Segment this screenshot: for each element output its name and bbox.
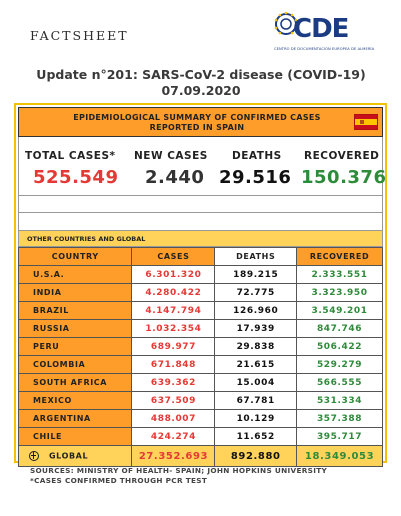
global-label: GLOBAL (49, 451, 89, 461)
spain-flag-icon (354, 114, 378, 130)
cases-cell: 488.007 (131, 409, 216, 428)
col-header-country: COUNTRY (17, 247, 133, 266)
country-cell: PERU (17, 337, 133, 356)
total-cases-value: 525.549 (33, 167, 119, 188)
deaths-cell: 17.939 (214, 319, 298, 338)
global-cell: GLOBAL (17, 445, 133, 467)
col-header-cases: CASES (131, 247, 216, 266)
separator-row (18, 212, 383, 231)
country-cell: RUSSIA (17, 319, 133, 338)
recovered-cell: 506.422 (296, 337, 383, 356)
deaths-value: 29.516 (219, 167, 292, 188)
deaths-cell: 29.838 (214, 337, 298, 356)
deaths-cell: 126.960 (214, 301, 298, 320)
col-header-recovered: RECOVERED (296, 247, 383, 266)
other-countries-title: OTHER COUNTRIES AND GLOBAL (27, 235, 146, 243)
total-cases-label: TOTAL CASES* (25, 150, 116, 162)
other-countries-header: OTHER COUNTRIES AND GLOBAL (18, 230, 383, 247)
cases-cell: 4.280.422 (131, 283, 216, 302)
country-cell: COLOMBIA (17, 355, 133, 374)
cases-cell: 639.362 (131, 373, 216, 392)
table-row: ARGENTINA 488.007 10.129 357.388 (17, 409, 383, 428)
globe-icon (29, 451, 39, 461)
cases-cell: 4.147.794 (131, 301, 216, 320)
cases-cell: 689.977 (131, 337, 216, 356)
recovered-cell: 3.323.950 (296, 283, 383, 302)
spain-summary-header: EPIDEMIOLOGICAL SUMMARY OF CONFIRMED CAS… (18, 107, 383, 137)
cases-cell: 6.301.320 (131, 265, 216, 284)
deaths-cell: 10.129 (214, 409, 298, 428)
page-title: Update n°201: SARS-CoV-2 disease (COVID-… (36, 67, 366, 98)
pcr-note: *CASES CONFIRMED THROUGH PCR TEST (30, 476, 208, 485)
table-row: RUSSIA 1.032.354 17.939 847.746 (17, 319, 383, 338)
cases-cell: 671.848 (131, 355, 216, 374)
country-cell: MEXICO (17, 391, 133, 410)
country-cell: CHILE (17, 427, 133, 446)
table-row: COLOMBIA 671.848 21.615 529.279 (17, 355, 383, 374)
recovered-cell: 531.334 (296, 391, 383, 410)
deaths-cell: 15.004 (214, 373, 298, 392)
new-cases-value: 2.440 (145, 167, 205, 188)
sources-footer: SOURCES: MINISTRY OF HEALTH- SPAIN; JOHN… (30, 466, 327, 486)
global-recovered-cell: 18.349.053 (296, 445, 383, 467)
logo-text: CDE (293, 14, 349, 44)
recovered-value: 150.376 (301, 167, 387, 188)
cases-cell: 424.274 (131, 427, 216, 446)
deaths-cell: 11.652 (214, 427, 298, 446)
recovered-cell: 566.555 (296, 373, 383, 392)
spain-summary-title: EPIDEMIOLOGICAL SUMMARY OF CONFIRMED CAS… (73, 113, 321, 132)
recovered-label: RECOVERED (304, 150, 380, 162)
sources-text: SOURCES: MINISTRY OF HEALTH- SPAIN; JOHN… (30, 466, 328, 475)
country-cell: U.S.A. (17, 265, 133, 284)
table-row: U.S.A. 6.301.320 189.215 2.333.551 (17, 265, 383, 284)
deaths-cell: 72.775 (214, 283, 298, 302)
table-row: SOUTH AFRICA 639.362 15.004 566.555 (17, 373, 383, 392)
recovered-cell: 529.279 (296, 355, 383, 374)
cases-cell: 1.032.354 (131, 319, 216, 338)
country-cell: SOUTH AFRICA (17, 373, 133, 392)
deaths-label: DEATHS (232, 150, 282, 162)
col-header-deaths: DEATHS (214, 247, 298, 266)
global-row: GLOBAL 27.352.693 892.880 18.349.053 (17, 445, 383, 467)
spain-stats: TOTAL CASES* 525.549 NEW CASES 2.440 DEA… (18, 137, 387, 195)
factsheet-board: EPIDEMIOLOGICAL SUMMARY OF CONFIRMED CAS… (14, 103, 387, 467)
countries-table: COUNTRY CASES DEATHS RECOVERED U.S.A. 6.… (17, 247, 383, 467)
table-row: BRAZIL 4.147.794 126.960 3.549.201 (17, 301, 383, 320)
global-cases-cell: 27.352.693 (131, 445, 216, 467)
recovered-cell: 3.549.201 (296, 301, 383, 320)
recovered-cell: 847.746 (296, 319, 383, 338)
cases-cell: 637.509 (131, 391, 216, 410)
deaths-cell: 189.215 (214, 265, 298, 284)
table-header-row: COUNTRY CASES DEATHS RECOVERED (17, 247, 383, 266)
country-cell: INDIA (17, 283, 133, 302)
cde-logo: CDE CENTRO DE DOCUMENTACIÓN EUROPEA DE A… (274, 8, 378, 56)
recovered-cell: 395.717 (296, 427, 383, 446)
new-cases-label: NEW CASES (134, 150, 208, 162)
country-cell: BRAZIL (17, 301, 133, 320)
deaths-cell: 67.781 (214, 391, 298, 410)
table-row: PERU 689.977 29.838 506.422 (17, 337, 383, 356)
logo-subtitle: CENTRO DE DOCUMENTACIÓN EUROPEA DE ALMER… (274, 47, 375, 51)
eu-stars-globe-icon (274, 11, 298, 35)
table-row: INDIA 4.280.422 72.775 3.323.950 (17, 283, 383, 302)
factsheet-label: FACTSHEET (30, 28, 129, 43)
recovered-cell: 357.388 (296, 409, 383, 428)
table-row: MEXICO 637.509 67.781 531.334 (17, 391, 383, 410)
recovered-cell: 2.333.551 (296, 265, 383, 284)
table-row: CHILE 424.274 11.652 395.717 (17, 427, 383, 446)
global-deaths-cell: 892.880 (214, 445, 298, 467)
deaths-cell: 21.615 (214, 355, 298, 374)
country-cell: ARGENTINA (17, 409, 133, 428)
